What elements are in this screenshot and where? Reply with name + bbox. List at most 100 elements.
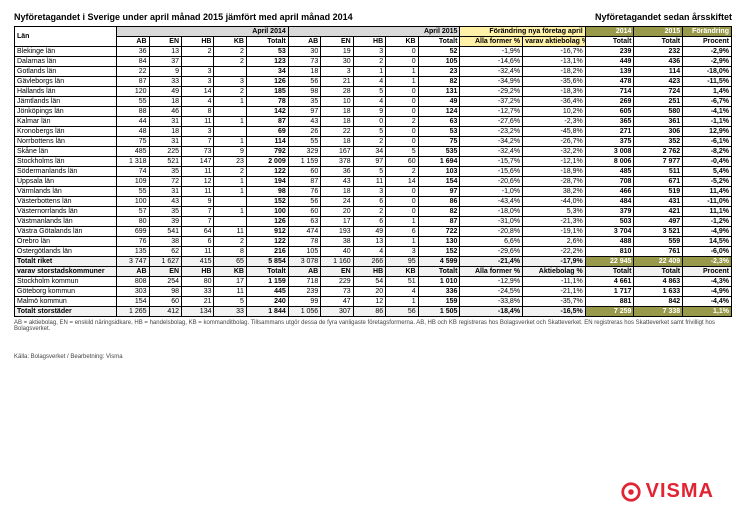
subhdr-c: Totalt bbox=[634, 267, 683, 277]
cell: -17,9% bbox=[523, 257, 586, 267]
cell: 12 bbox=[353, 297, 385, 307]
cell: -19,1% bbox=[523, 227, 586, 237]
cell: -12,7% bbox=[460, 107, 523, 117]
cell: 5,4% bbox=[683, 167, 732, 177]
hdr-2015: 2015 bbox=[634, 27, 683, 37]
cell: 56 bbox=[288, 77, 320, 87]
cell: 84 bbox=[117, 57, 149, 67]
cell: 154 bbox=[117, 297, 149, 307]
cell: 269 bbox=[585, 97, 634, 107]
cell: -43,4% bbox=[460, 197, 523, 207]
cell: 8 006 bbox=[585, 157, 634, 167]
cell: 52 bbox=[418, 47, 460, 57]
c-ytot15: Totalt bbox=[634, 37, 683, 47]
cell: 120 bbox=[117, 87, 149, 97]
cell: 484 bbox=[585, 197, 634, 207]
cell: 38 bbox=[321, 237, 353, 247]
c-en: EN bbox=[149, 37, 181, 47]
cell: 13 bbox=[149, 47, 181, 57]
lan-cell: Västernorrlands län bbox=[15, 207, 117, 217]
cell: 2 bbox=[214, 57, 246, 67]
table-row: Jönköpings län88468142971890124-12,7%10,… bbox=[15, 107, 732, 117]
cell: 38 bbox=[149, 237, 181, 247]
cell bbox=[182, 57, 214, 67]
table-row: Stockholms län1 318521147232 0091 159378… bbox=[15, 157, 732, 167]
cell: 3 008 bbox=[585, 147, 634, 157]
cell: 134 bbox=[182, 307, 214, 317]
cell: 139 bbox=[585, 67, 634, 77]
table-row: Gotlands län2293341831123-32,4%-18,2%139… bbox=[15, 67, 732, 77]
cell: 159 bbox=[418, 297, 460, 307]
table-row: Hallands län12049142185982850131-29,2%-1… bbox=[15, 87, 732, 97]
cell: 22 bbox=[321, 127, 353, 137]
cell: 699 bbox=[117, 227, 149, 237]
table-row: Södermanlands län7435112122603652103-15,… bbox=[15, 167, 732, 177]
cell: -18,3% bbox=[523, 87, 586, 97]
cell: 379 bbox=[585, 207, 634, 217]
table-row: Göteborg kommun30398331144523973204336-2… bbox=[15, 287, 732, 297]
subhdr-c: Totalt bbox=[585, 267, 634, 277]
cell: -18,9% bbox=[523, 167, 586, 177]
cell: 1 505 bbox=[418, 307, 460, 317]
cell: 100 bbox=[246, 207, 288, 217]
subhdr-c: AB bbox=[288, 267, 320, 277]
cell: -4,9% bbox=[683, 227, 732, 237]
cell: 3 521 bbox=[634, 227, 683, 237]
cell: 55 bbox=[288, 137, 320, 147]
subhdr-c: Totalt bbox=[418, 267, 460, 277]
cell: 1 bbox=[386, 237, 418, 247]
cell: 2 bbox=[214, 167, 246, 177]
cell: 18 bbox=[149, 97, 181, 107]
cell: 123 bbox=[246, 57, 288, 67]
cell: 98 bbox=[246, 187, 288, 197]
cell: 31 bbox=[149, 117, 181, 127]
cell: 33 bbox=[149, 77, 181, 87]
cell: 1 717 bbox=[585, 287, 634, 297]
cell: 722 bbox=[418, 227, 460, 237]
cell: 1 bbox=[386, 297, 418, 307]
cell: 18 bbox=[288, 67, 320, 77]
cell: 6 bbox=[353, 197, 385, 207]
cell: 1 bbox=[214, 97, 246, 107]
cell: 7 977 bbox=[634, 157, 683, 167]
cell: 0 bbox=[386, 127, 418, 137]
cell: 8 bbox=[182, 107, 214, 117]
cell: 1,4% bbox=[683, 87, 732, 97]
cell: 75 bbox=[418, 137, 460, 147]
cell: 11 bbox=[353, 177, 385, 187]
cell: 22 409 bbox=[634, 257, 683, 267]
cell: -11,0% bbox=[683, 197, 732, 207]
cell: -37,2% bbox=[460, 97, 523, 107]
cell bbox=[214, 217, 246, 227]
cell: 87 bbox=[117, 77, 149, 87]
cell: 4 bbox=[182, 97, 214, 107]
lan-cell: Örebro län bbox=[15, 237, 117, 247]
lan-cell: Östergötlands län bbox=[15, 247, 117, 257]
title-left: Nyföretagandet i Sverige under april mån… bbox=[14, 12, 353, 22]
cell: 225 bbox=[149, 147, 181, 157]
visma-logo: VISMA bbox=[620, 480, 714, 503]
cell: -20,8% bbox=[460, 227, 523, 237]
cell: 14 bbox=[182, 87, 214, 97]
subhdr-c: Aktiebolag % bbox=[523, 267, 586, 277]
cell: -34,9% bbox=[460, 77, 523, 87]
cell: 474 bbox=[288, 227, 320, 237]
cell: 47 bbox=[321, 297, 353, 307]
cell: 34 bbox=[246, 67, 288, 77]
cell: -23,2% bbox=[460, 127, 523, 137]
table-row: Gävleborgs län87333312656214182-34,9%-35… bbox=[15, 77, 732, 87]
cell: 0 bbox=[386, 47, 418, 57]
cell: 239 bbox=[288, 287, 320, 297]
table-row: Totalt riket3 7471 627415655 8543 0781 1… bbox=[15, 257, 732, 267]
cell: 4 bbox=[386, 287, 418, 297]
cell: -28,7% bbox=[523, 177, 586, 187]
cell: 1 160 bbox=[321, 257, 353, 267]
cell: 8 bbox=[214, 247, 246, 257]
cell: 1 bbox=[386, 77, 418, 87]
cell: 49 bbox=[353, 227, 385, 237]
cell: 73 bbox=[288, 57, 320, 67]
cell: 808 bbox=[117, 277, 149, 287]
cell: 24 bbox=[321, 197, 353, 207]
cell: 5 bbox=[353, 87, 385, 97]
cell: 13 bbox=[353, 237, 385, 247]
